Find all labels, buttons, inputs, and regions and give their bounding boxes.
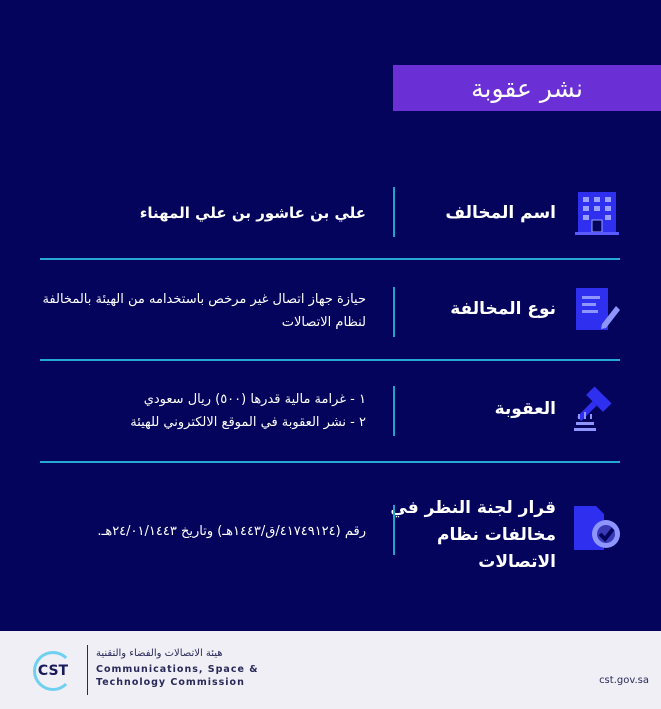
decision-label: قرار لجنة النظر في مخالفات نظام الاتصالا… (390, 498, 556, 572)
separator (393, 187, 395, 237)
penalty-value: ١ - غرامة مالية قدرها (٥٠٠) ريال سعودي ٢… (36, 388, 366, 434)
decision-value: رقم (٤١٧٤٩١٢٤/ق/١٤٤٣هـ) وتاريخ ٢٤/٠١/١٤٤… (97, 524, 366, 539)
penalty-line-1: ١ - غرامة مالية قدرها (٥٠٠) ريال سعودي (143, 392, 366, 407)
title-text: نشر عقوبة (471, 73, 583, 103)
separator (393, 386, 395, 436)
org-name-en-1: Communications, Space & (96, 664, 259, 675)
penalty-label: العقوبة (494, 399, 556, 419)
badge-check-icon (574, 506, 620, 550)
divider (40, 258, 620, 260)
separator (393, 505, 395, 555)
penalty-line-2: ٢ - نشر العقوبة في الموقع الالكتروني لله… (130, 415, 366, 430)
violator-name-label: اسم المخالف (445, 203, 556, 223)
divider (40, 461, 620, 463)
cst-logo: CST (33, 651, 73, 691)
org-name-en-2: Technology Commission (96, 677, 245, 688)
violation-type-value: حيازة جهاز اتصال غير مرخص باستخدامه من ا… (42, 292, 366, 330)
footer: CST هيئة الاتصالات والفضاء والتقنية Comm… (0, 631, 661, 709)
violation-type-label: نوع المخالفة (450, 299, 556, 319)
org-name-ar: هيئة الاتصالات والفضاء والتقنية (96, 648, 223, 659)
page-title: نشر عقوبة (393, 65, 661, 111)
website-link[interactable]: cst.gov.sa (599, 675, 649, 686)
violator-name-value: علي بن عاشور بن علي المهناء (139, 204, 366, 222)
separator (87, 645, 88, 695)
building-icon (575, 192, 619, 235)
gavel-icon (574, 386, 612, 431)
document-pen-icon (576, 288, 620, 330)
separator (393, 287, 395, 337)
divider (40, 359, 620, 361)
